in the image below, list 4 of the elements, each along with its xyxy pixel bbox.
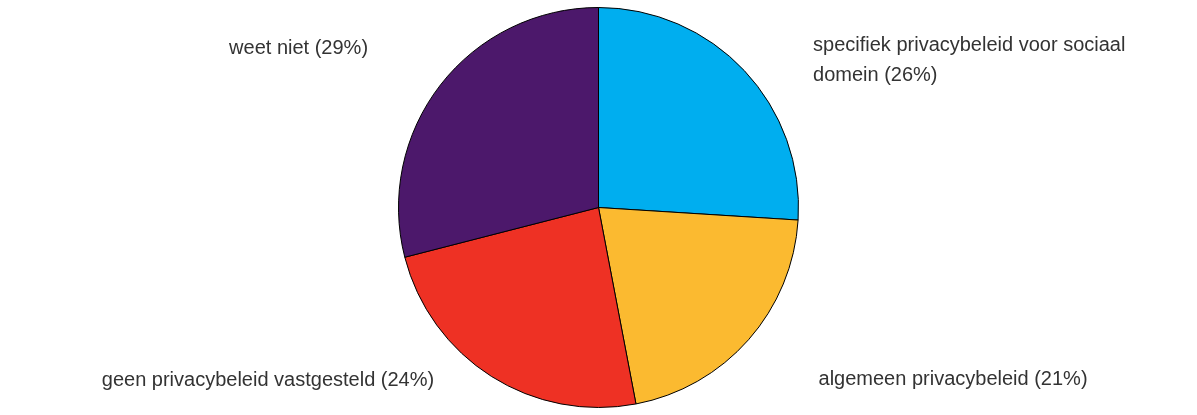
slice-label: geen privacybeleid vastgesteld (24%) xyxy=(101,368,435,390)
slice-label: algemeen privacybeleid (21%) xyxy=(818,367,1088,390)
slice-label: weet niet (29%) xyxy=(228,36,369,59)
slice-label: specifiek privacybeleid voor sociaal domein (26%) xyxy=(813,33,1126,85)
